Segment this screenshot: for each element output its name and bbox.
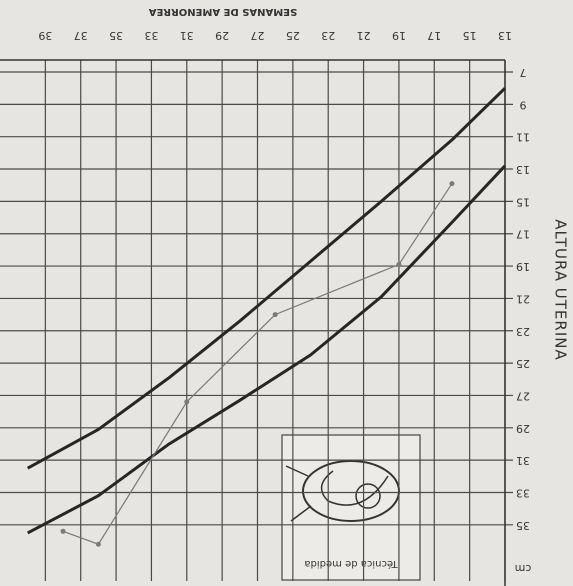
y-tick-label: 17 (516, 228, 530, 241)
measurement-point (396, 262, 401, 267)
x-tick-label: 17 (427, 29, 441, 42)
y-tick-label: 7 (520, 66, 527, 79)
y-tick-label: 21 (516, 292, 530, 305)
y-tick-label: 33 (516, 486, 530, 499)
y-tick-label: 15 (516, 195, 530, 208)
y-unit: cm (515, 562, 532, 575)
y-tick-label: 9 (520, 98, 527, 111)
x-tick-label: 35 (109, 29, 123, 42)
x-tick-label: 25 (286, 29, 300, 42)
measurement-point (96, 542, 101, 547)
x-tick-label: 13 (498, 29, 512, 42)
x-tick-label: 29 (215, 29, 229, 42)
measurement-point (273, 312, 278, 317)
x-tick-label: 27 (251, 29, 265, 42)
y-tick-label: 25 (516, 357, 530, 370)
measurement-point (61, 529, 66, 534)
x-tick-label: 23 (321, 29, 335, 42)
x-tick-label: 37 (74, 29, 88, 42)
y-axis-title: ALTURA UTERINA (552, 219, 570, 361)
y-tick-label: 35 (516, 519, 530, 532)
x-tick-label: 33 (144, 29, 158, 42)
x-axis-title: SEMANAS DE AMENORREA (148, 6, 297, 17)
x-tick-label: 31 (180, 29, 194, 42)
x-tick-label: 39 (38, 29, 52, 42)
x-tick-label: 15 (463, 29, 477, 42)
measurement-point (184, 399, 189, 404)
y-tick-label: 27 (516, 389, 530, 402)
y-tick-label: 13 (516, 163, 530, 176)
measurement-point (449, 181, 454, 186)
y-tick-label: 29 (516, 422, 530, 435)
y-tick-label: 31 (516, 454, 530, 467)
x-tick-label: 21 (357, 29, 371, 42)
y-tick-label: 19 (516, 260, 530, 273)
y-tick-label: 23 (516, 325, 530, 338)
inset-caption: Técnica de medida (304, 558, 398, 570)
chart: Técnica de medida SEMANAS DE AMENORREA A… (0, 0, 573, 586)
x-tick-label: 19 (392, 29, 406, 42)
page: Técnica de medida SEMANAS DE AMENORREA A… (0, 0, 573, 586)
y-tick-label: 11 (516, 131, 530, 144)
